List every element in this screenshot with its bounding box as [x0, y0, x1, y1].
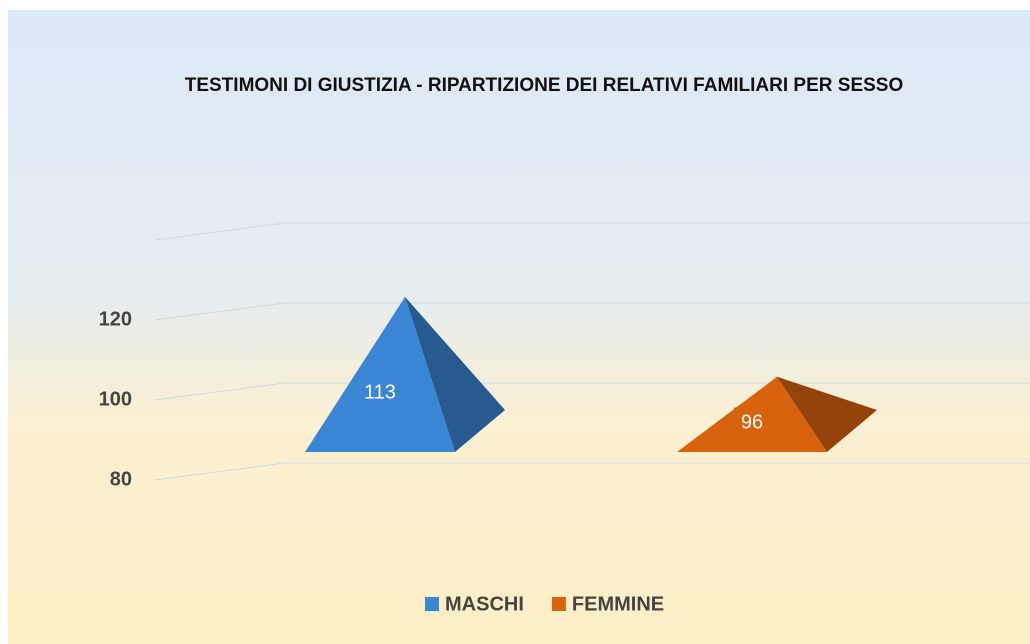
pyramid: [305, 296, 505, 452]
y-tick-label: 100: [99, 388, 132, 410]
pyramid-front: [305, 296, 455, 452]
grid-line: [154, 462, 286, 481]
grid-line: [154, 302, 286, 321]
y-tick-label: 80: [110, 468, 132, 490]
pyramid-side: [777, 376, 877, 452]
data-label: 96: [741, 412, 763, 434]
legend-label: MASCHI: [445, 593, 524, 615]
y-tick-label: 120: [99, 308, 132, 330]
pyramid-side: [405, 296, 505, 452]
wall-diagonal: [154, 222, 286, 241]
legend-swatch: [551, 597, 566, 611]
data-label: 113: [364, 381, 396, 403]
data-label-box: [356, 377, 404, 410]
data-label-box: [734, 407, 770, 440]
grid-line: [154, 382, 286, 401]
legend-swatch: [425, 597, 439, 611]
chart-background: [8, 10, 1030, 644]
chart-title: TESTIMONI DI GIUSTIZIA - RIPARTIZIONE DE…: [185, 75, 904, 96]
legend-label: FEMMINE: [572, 593, 664, 615]
